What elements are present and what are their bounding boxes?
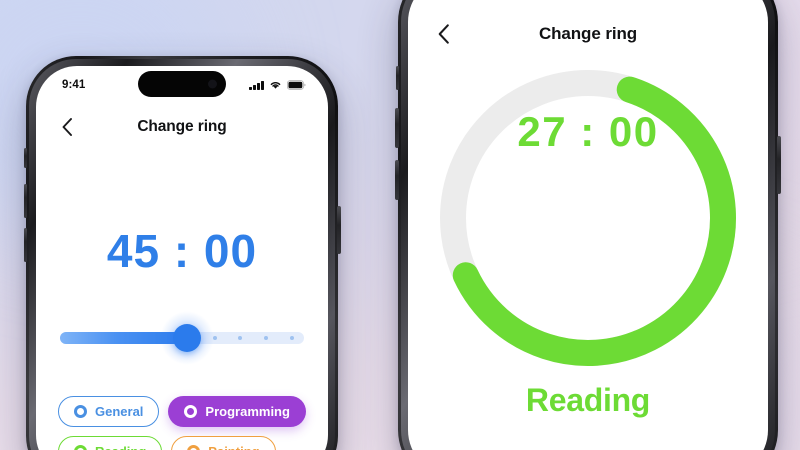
back-button-left[interactable] bbox=[54, 114, 80, 140]
phone-screen-right: Change ring 27 : 00 Reading bbox=[408, 0, 768, 450]
phone-mockup-left: 9:41 bbox=[23, 56, 341, 450]
front-camera-icon bbox=[208, 79, 217, 89]
category-chip-group: General Programming Reading Painting bbox=[58, 396, 306, 450]
ring-progress-arc bbox=[440, 70, 736, 366]
category-chip-general[interactable]: General bbox=[58, 396, 160, 427]
mute-switch-right[interactable] bbox=[396, 66, 399, 90]
page-title-right: Change ring bbox=[538, 24, 638, 43]
volume-down-button-left[interactable] bbox=[23, 228, 27, 262]
slider-tick-dot bbox=[238, 336, 243, 340]
slider-tick-dot bbox=[212, 336, 217, 340]
power-button-right[interactable] bbox=[777, 136, 781, 194]
ring-circle-icon bbox=[74, 405, 87, 418]
mute-switch-left[interactable] bbox=[24, 148, 27, 168]
timer-display-left: 45 : 00 bbox=[106, 225, 258, 277]
active-category-label: Reading bbox=[525, 382, 651, 418]
chevron-left-icon bbox=[62, 118, 72, 136]
volume-up-button-left[interactable] bbox=[23, 184, 27, 218]
category-chip-label: Reading bbox=[95, 444, 146, 450]
back-button-right[interactable] bbox=[430, 21, 456, 47]
status-bar-indicators bbox=[249, 80, 306, 90]
cellular-bars-icon bbox=[249, 80, 264, 90]
slider-fill bbox=[60, 332, 187, 344]
progress-ring-area bbox=[408, 68, 768, 368]
ring-circle-icon bbox=[74, 445, 87, 450]
circular-progress-ring bbox=[440, 70, 736, 366]
wifi-icon bbox=[270, 82, 281, 89]
status-bar-left: 9:41 bbox=[36, 66, 328, 100]
phone-mockup-right: Change ring 27 : 00 Reading bbox=[395, 0, 781, 450]
category-chip-programming[interactable]: Programming bbox=[168, 396, 306, 427]
duration-slider[interactable] bbox=[60, 311, 304, 365]
slider-thumb[interactable] bbox=[172, 324, 201, 352]
slider-tick-dots bbox=[60, 332, 304, 344]
volume-up-button-right[interactable] bbox=[395, 108, 399, 148]
category-chip-label: General bbox=[95, 404, 144, 419]
chevron-left-icon bbox=[438, 24, 449, 44]
category-chip-label: Programming bbox=[205, 404, 290, 419]
slider-tick-dot bbox=[289, 336, 294, 340]
slider-tick-dot bbox=[264, 336, 269, 340]
category-chip-painting[interactable]: Painting bbox=[171, 436, 276, 450]
power-button-left[interactable] bbox=[337, 206, 341, 254]
battery-full-icon bbox=[287, 80, 306, 90]
phone-screen-left: 9:41 bbox=[36, 66, 328, 450]
timer-display-right: 27 : 00 bbox=[517, 108, 659, 155]
nav-bar-left: Change ring bbox=[36, 110, 328, 144]
category-chip-label: Painting bbox=[208, 444, 259, 450]
ring-circle-icon bbox=[184, 405, 198, 418]
status-bar-time: 9:41 bbox=[62, 79, 86, 91]
nav-bar-right: Change ring bbox=[408, 16, 768, 52]
volume-down-button-right[interactable] bbox=[395, 160, 399, 200]
category-chip-reading[interactable]: Reading bbox=[58, 436, 163, 450]
dynamic-island bbox=[138, 71, 226, 97]
ring-circle-icon bbox=[187, 445, 201, 450]
